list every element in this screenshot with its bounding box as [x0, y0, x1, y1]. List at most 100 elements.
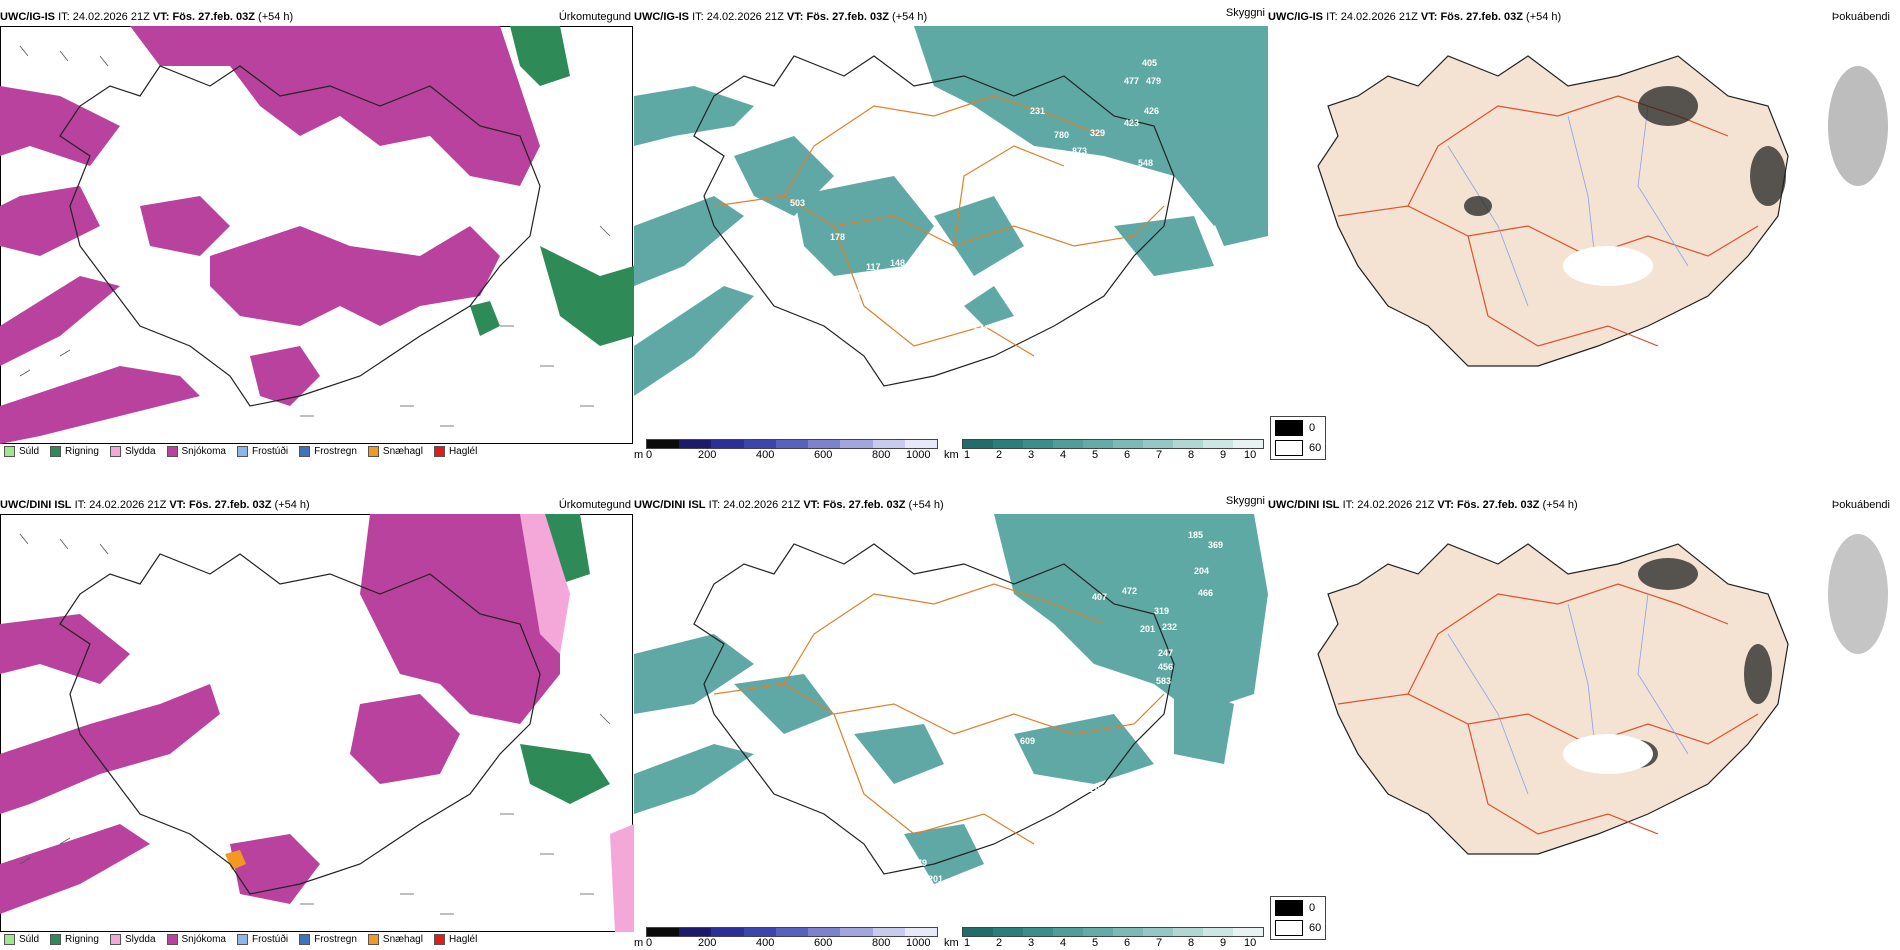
road-network — [713, 583, 1165, 845]
coastline — [693, 55, 1175, 387]
init-time: 24.02.2026 21Z — [723, 499, 801, 511]
fog-legend-label: 0 — [1309, 422, 1316, 434]
ceiling-unit: m — [634, 937, 644, 949]
ceiling-label: 201 — [1090, 784, 1105, 794]
model-name: UWC/DINI ISL — [0, 499, 72, 511]
legend-item: Súld — [4, 446, 39, 457]
ceiling-tick: 0 — [646, 937, 653, 949]
ceiling-label: 690 — [792, 252, 807, 262]
valid-time: Fös. 27.feb. 03Z — [806, 11, 889, 23]
ceiling-label: 254 — [850, 288, 865, 298]
vt-label: VT: — [1420, 11, 1438, 23]
legend-item: Slydda — [109, 446, 156, 457]
visibility-map[interactable]: 405 477 479 231 780 329 873 426 423 548 … — [634, 26, 1268, 440]
ceiling-label: 10 — [1100, 308, 1110, 318]
init-time: 24.02.2026 21Z — [72, 11, 150, 23]
visibility-tick: 8 — [1188, 449, 1195, 461]
glacier — [1563, 734, 1653, 774]
panel-title: Þokuábendi — [1831, 499, 1890, 511]
ceiling-tick: 600 — [814, 449, 833, 461]
fog-legend: 0 60 — [1270, 896, 1327, 940]
visibility-tick: 3 — [1028, 449, 1035, 461]
ceiling-tick: 1000 — [906, 937, 931, 949]
fog-land — [1317, 543, 1789, 855]
visibility-tick: 5 — [1092, 937, 1099, 949]
ceiling-tick: 1000 — [906, 449, 931, 461]
it-label: IT: — [708, 499, 721, 511]
wind-barbs — [19, 45, 611, 427]
rain-areas — [470, 26, 634, 346]
init-time: 24.02.2026 21Z — [89, 499, 167, 511]
ceiling-label: 204 — [1194, 566, 1209, 576]
it-label: IT: — [692, 11, 704, 23]
ceiling-labels: 405 477 479 231 780 329 873 426 423 548 … — [790, 58, 1190, 398]
model-name: UWC/DINI ISL — [634, 499, 706, 511]
visibility-tick: 9 — [1220, 937, 1227, 949]
valid-time: Fös. 27.feb. 03Z — [1440, 11, 1523, 23]
panel-header: UWC/DINI ISL IT: 24.02.2026 21Z VT: Fös.… — [1268, 496, 1900, 514]
fog-legend-label: 60 — [1309, 442, 1322, 454]
coastline — [59, 65, 541, 407]
visibility-tick: 1 — [964, 449, 971, 461]
visibility-tick: 9 — [1220, 449, 1227, 461]
ceiling-tick: 200 — [698, 937, 717, 949]
ceiling-label: 641 — [974, 324, 989, 334]
vt-label: VT: — [169, 499, 186, 511]
sleet-areas — [520, 514, 634, 932]
ceiling-label: 247 — [1158, 648, 1173, 658]
precip-type-map[interactable] — [0, 514, 634, 932]
init-time: 24.02.2026 21Z — [1357, 499, 1435, 511]
panel-title: Úrkomutegund — [558, 11, 631, 23]
visibility-unit: km — [944, 937, 959, 949]
panel-precip-type-igis: UWC/IG-IS IT: 24.02.2026 21Z VT: Fös. 27… — [0, 8, 634, 464]
valid-time: Fös. 27.feb. 03Z — [822, 499, 906, 511]
ceiling-label: 150 — [904, 876, 919, 886]
fog-shading — [1464, 66, 1888, 216]
visibility-areas — [634, 26, 1268, 396]
model-name: UWC/IG-IS — [634, 11, 689, 23]
ceiling-label: 456 — [1158, 662, 1173, 672]
glacier — [1563, 246, 1653, 286]
ceiling-label: 59 — [1180, 203, 1190, 213]
visibility-tick: 6 — [1124, 449, 1131, 461]
ceiling-colorbar: m 0 200 400 600 800 1000 — [634, 927, 938, 950]
visibility-tick: 10 — [1244, 449, 1257, 461]
ceiling-label: 315 — [1130, 772, 1145, 782]
legend-item: Snjókoma — [166, 446, 226, 457]
legend-item: Súld — [4, 934, 39, 945]
legend-item: Rigning — [50, 934, 99, 945]
ceiling-label: 873 — [1072, 146, 1087, 156]
ceiling-label: 112 — [938, 264, 953, 274]
panel-header: UWC/DINI ISL IT: 24.02.2026 21Z VT: Fös.… — [0, 496, 634, 514]
ceiling-label: 185 — [1188, 530, 1203, 540]
legend-item: Haglél — [433, 446, 477, 457]
ceiling-label: 178 — [830, 232, 845, 242]
it-label: IT: — [74, 499, 87, 511]
ceiling-label: 329 — [1090, 128, 1105, 138]
wind-barbs — [19, 533, 611, 915]
precip-type-map[interactable] — [0, 26, 634, 444]
fog-map[interactable] — [1268, 26, 1900, 426]
ceiling-label: 583 — [1156, 676, 1171, 686]
ceiling-tick: 800 — [872, 937, 891, 949]
ceiling-tick: 400 — [756, 449, 775, 461]
lead-time: (+54 h) — [908, 499, 944, 511]
visibility-tick: 7 — [1156, 937, 1163, 949]
visibility-tick: 10 — [1244, 937, 1257, 949]
fog-map[interactable] — [1268, 514, 1900, 914]
ceiling-label: 503 — [790, 198, 805, 208]
ceiling-tick: 0 — [646, 449, 653, 461]
ceiling-tick: 200 — [698, 449, 717, 461]
visibility-map[interactable]: 185 369 204 466 407 472 319 201 232 247 … — [634, 514, 1268, 928]
coastline — [59, 553, 541, 895]
ceiling-label: 824 — [1014, 274, 1029, 284]
ceiling-label: 609 — [1020, 736, 1035, 746]
ceiling-label: 201 — [928, 874, 943, 884]
panel-title: Skyggni — [1225, 8, 1265, 19]
ceiling-label: 369 — [1208, 540, 1223, 550]
legend-item: Frostúði — [236, 934, 288, 945]
panel-header: UWC/IG-IS IT: 24.02.2026 21Z VT: Fös. 27… — [0, 8, 634, 26]
ceiling-label: 146 — [894, 292, 909, 302]
ceiling-label: 477 — [1124, 76, 1139, 86]
ceiling-label: 466 — [1198, 588, 1213, 598]
